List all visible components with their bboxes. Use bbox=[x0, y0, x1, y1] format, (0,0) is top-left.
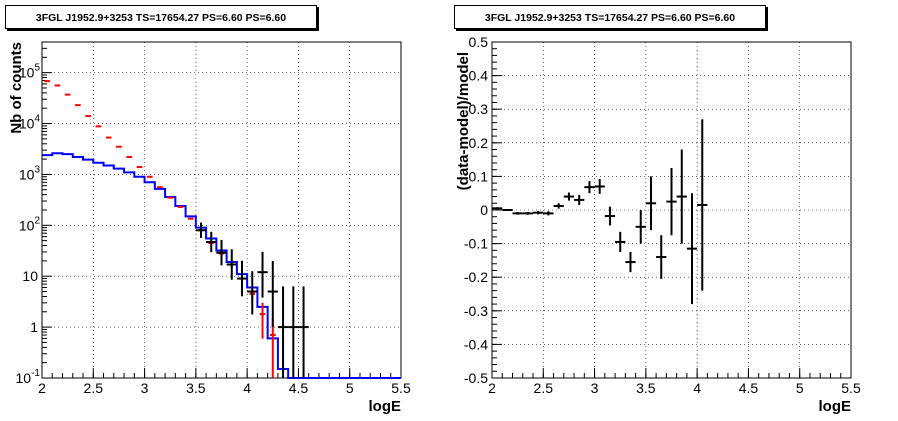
residuals-chart: 2 2.5 3 3.5 4 4.5 5 5.5 -0.5 -0.4 -0.3 -0.2 -0.1 0 0.1… bbox=[455, 34, 861, 415]
counts-chart-title: 3FGL J1952.9+3253 TS=17654.27 PS=6.60 PS… bbox=[5, 5, 317, 29]
x-tick-label: 4.5 bbox=[739, 380, 759, 396]
x-tick-label: 4 bbox=[243, 380, 251, 396]
counts-spectrum-panel: 2 2.5 3 3.5 4 4.5 5 5.5 10-1 1 10 102 103 104 105 logE N… bbox=[5, 5, 411, 415]
residuals-chart-title: 3FGL J1952.9+3253 TS=17654.27 PS=6.60 PS… bbox=[454, 5, 766, 29]
y-tick-label: 1 bbox=[30, 319, 38, 335]
y-tick-label: -0.5 bbox=[464, 370, 488, 386]
y-tick-label: 105 bbox=[19, 63, 41, 81]
y-tick-label: 0.1 bbox=[469, 168, 489, 184]
x-axis-label: logE bbox=[369, 398, 402, 415]
x-tick-label: 5.5 bbox=[391, 380, 411, 396]
y-tick-label: 0 bbox=[480, 202, 488, 218]
x-tick-label: 3.5 bbox=[636, 380, 656, 396]
x-tick-label: 2 bbox=[488, 380, 496, 396]
x-tick-label: 3.5 bbox=[186, 380, 206, 396]
y-tick-label: 0.3 bbox=[469, 101, 489, 117]
y-tick-label: 0.5 bbox=[469, 34, 489, 50]
x-tick-label: 3 bbox=[591, 380, 599, 396]
x-tick-label: 3 bbox=[141, 380, 149, 396]
x-tick-label: 2 bbox=[38, 380, 46, 396]
y-tick-label: 104 bbox=[19, 114, 41, 132]
x-tick-label: 2.5 bbox=[534, 380, 554, 396]
y-axis-label: Nb of counts bbox=[8, 42, 25, 134]
x-tick-label: 4.5 bbox=[289, 380, 309, 396]
y-tick-label: 10 bbox=[22, 268, 38, 284]
x-tick-label: 5 bbox=[796, 380, 804, 396]
y-tick-label: -0.2 bbox=[464, 269, 488, 285]
y-axis-label: (data-model)/model bbox=[455, 52, 472, 190]
x-tick-label: 5.5 bbox=[841, 380, 861, 396]
residuals-panel: 2 2.5 3 3.5 4 4.5 5 5.5 -0.5 -0.4 -0.3 -0.2 -0.1 0 0.1… bbox=[449, 0, 898, 421]
y-tick-label: 102 bbox=[19, 215, 41, 233]
model-histogram-line bbox=[42, 152, 401, 379]
x-tick-label: 2.5 bbox=[84, 380, 104, 396]
y-tick-label: -0.4 bbox=[464, 336, 488, 352]
y-tick-label: -0.3 bbox=[464, 303, 488, 319]
y-tick-label: -0.1 bbox=[464, 236, 488, 252]
x-tick-label: 4 bbox=[693, 380, 701, 396]
plot-frame bbox=[41, 41, 402, 379]
y-tick-label: 0.2 bbox=[469, 135, 489, 151]
counts-spectrum-chart: 2 2.5 3 3.5 4 4.5 5 5.5 10-1 1 10 102 103 104 105 logE N… bbox=[8, 41, 411, 415]
x-tick-label: 5 bbox=[346, 380, 354, 396]
y-tick-label: 10-1 bbox=[16, 368, 41, 386]
y-tick-label: 103 bbox=[19, 164, 41, 182]
y-tick-label: 0.4 bbox=[469, 68, 489, 84]
x-axis-label: logE bbox=[819, 398, 852, 415]
